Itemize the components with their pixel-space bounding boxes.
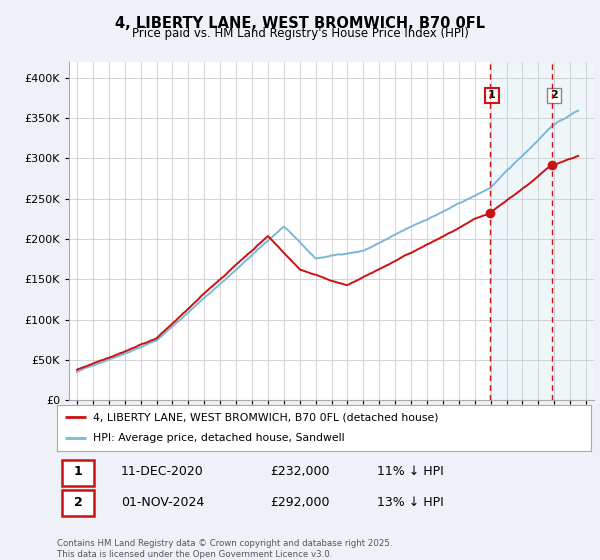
Bar [551,62,594,400]
Text: Contains HM Land Registry data © Crown copyright and database right 2025.
This d: Contains HM Land Registry data © Crown c… [57,539,392,559]
Text: 11-DEC-2020: 11-DEC-2020 [121,465,204,478]
Text: £292,000: £292,000 [271,496,330,509]
Text: Price paid vs. HM Land Registry's House Price Index (HPI): Price paid vs. HM Land Registry's House … [131,27,469,40]
Text: 13% ↓ HPI: 13% ↓ HPI [377,496,444,509]
Text: £232,000: £232,000 [271,465,330,478]
FancyBboxPatch shape [62,491,94,516]
Text: 11% ↓ HPI: 11% ↓ HPI [377,465,444,478]
Bar [490,62,594,400]
Text: 01-NOV-2024: 01-NOV-2024 [121,496,205,509]
Text: 2: 2 [74,496,83,509]
Text: 2: 2 [550,91,558,100]
Text: 4, LIBERTY LANE, WEST BROMWICH, B70 0FL: 4, LIBERTY LANE, WEST BROMWICH, B70 0FL [115,16,485,31]
Text: 4, LIBERTY LANE, WEST BROMWICH, B70 0FL (detached house): 4, LIBERTY LANE, WEST BROMWICH, B70 0FL … [94,412,439,422]
Text: 1: 1 [488,91,496,100]
Text: 1: 1 [74,465,83,478]
FancyBboxPatch shape [62,460,94,486]
Text: HPI: Average price, detached house, Sandwell: HPI: Average price, detached house, Sand… [94,433,345,444]
